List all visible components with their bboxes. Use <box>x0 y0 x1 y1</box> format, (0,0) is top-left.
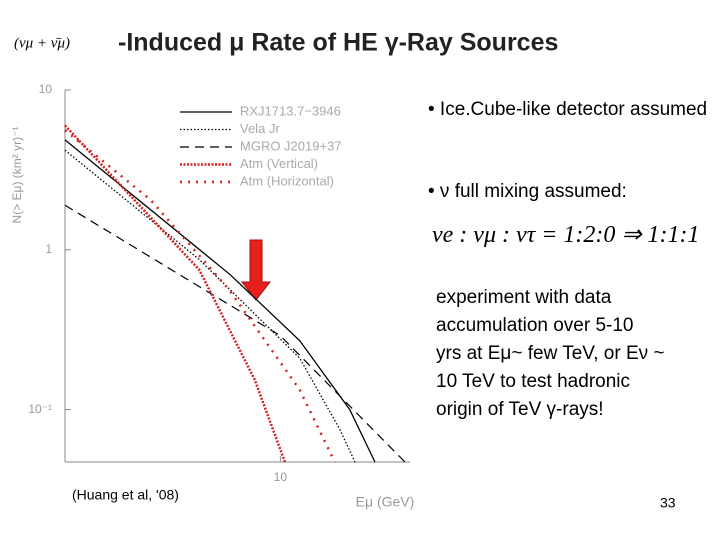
y-tick-label: 10⁻¹ <box>28 402 52 416</box>
legend-label: Atm (Horizontal) <box>240 173 334 188</box>
page-number: 33 <box>660 495 676 511</box>
y-tick-label: 1 <box>45 242 52 256</box>
series-line <box>64 149 356 463</box>
bullet: • ν full mixing assumed: <box>428 181 627 202</box>
series-line <box>64 139 376 463</box>
series-line <box>64 129 336 463</box>
paragraph-line: accumulation over 5-10 <box>436 315 634 336</box>
legend-label: Vela Jr <box>240 121 280 136</box>
y-tick-label: 10 <box>39 82 53 96</box>
arrow <box>240 239 272 301</box>
paragraph: experiment with data accumulation over 5-… <box>436 284 665 424</box>
y-axis-label: N(> Eμ) (km² yr)⁻¹ <box>10 127 24 224</box>
paragraph-line: 10 TeV to test hadronic <box>436 371 630 392</box>
bullet: • Ice.Cube-like detector assumed <box>428 99 708 120</box>
legend-label: Atm (Vertical) <box>240 156 318 171</box>
paragraph-line: experiment with data <box>436 287 612 308</box>
legend-label: MGRO J2019+37 <box>240 138 342 153</box>
title: -Induced μ Rate of HE γ-Ray Sources <box>118 29 558 57</box>
paragraph-line: yrs at Eμ~ few TeV, or Eν ~ <box>436 343 665 364</box>
legend-label: RXJ1713.7−3946 <box>240 103 341 118</box>
x-axis-label: Eμ (GeV) <box>356 494 415 510</box>
credit: (Huang et al, '08) <box>72 487 179 503</box>
series-line <box>64 204 406 463</box>
paragraph-line: origin of TeV γ-rays! <box>436 399 604 420</box>
equation: νe : νμ : ντ = 1:2:0 ⇒ 1:1:1 <box>432 222 700 248</box>
title-prefix: (νμ + ν̄μ) <box>14 35 70 51</box>
series-line <box>64 124 287 463</box>
x-tick-label: 10 <box>274 470 288 484</box>
